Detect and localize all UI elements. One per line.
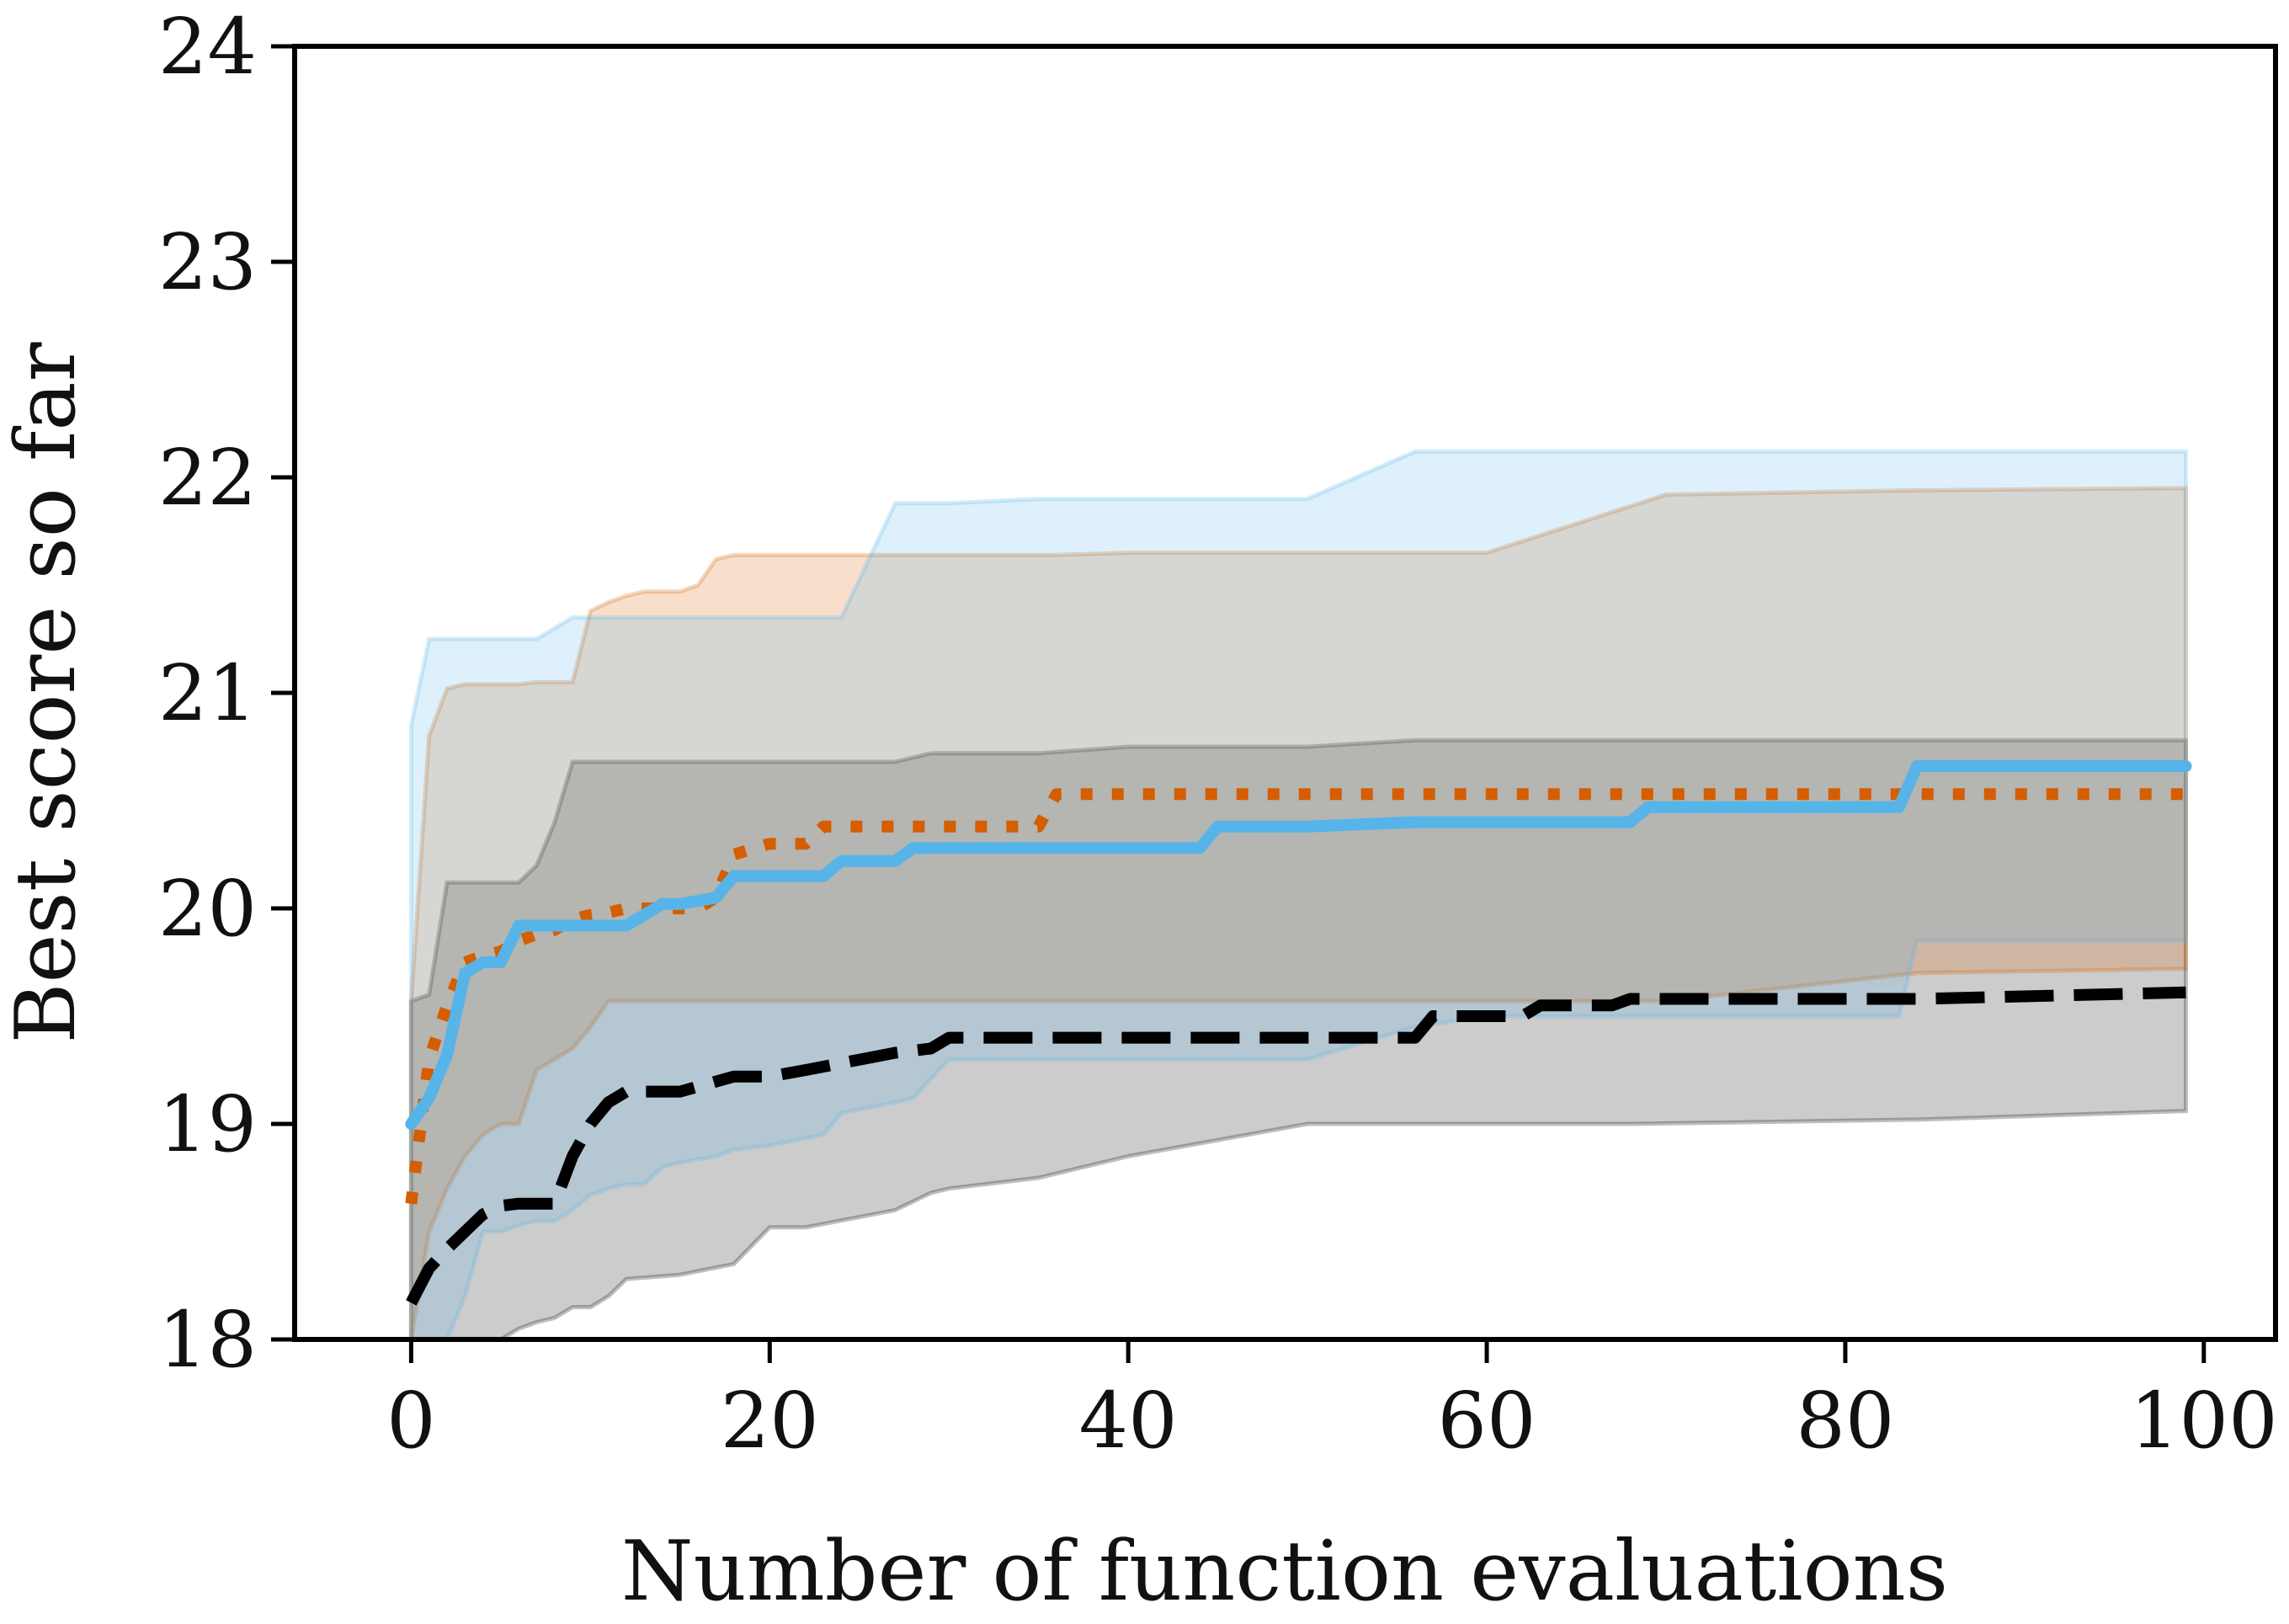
x-axis-label: Number of function evaluations	[621, 1524, 1948, 1620]
blue-confidence-band	[408, 449, 2188, 1339]
y-axis-label: Best score so far	[0, 342, 94, 1043]
blue-series-line	[405, 760, 2192, 1130]
x-tick-label: 0	[386, 1376, 436, 1466]
y-tick-label: 24	[158, 2, 257, 92]
series-lines	[405, 760, 2192, 1306]
y-axis-ticks: 18 19 20 21 22 23 24	[158, 2, 295, 1385]
x-tick-label: 20	[721, 1376, 819, 1466]
y-tick-label: 18	[158, 1295, 257, 1385]
y-tick-label: 21	[158, 648, 257, 738]
orange-confidence-band	[408, 486, 2188, 1339]
x-tick-label: 100	[2130, 1376, 2278, 1466]
y-tick-label: 19	[158, 1079, 257, 1169]
y-tick-label: 20	[158, 864, 257, 954]
x-tick-label: 80	[1796, 1376, 1894, 1466]
confidence-bands	[408, 449, 2188, 1339]
x-axis-ticks: 0 20 40 60 80 100	[386, 1339, 2278, 1466]
y-tick-label: 23	[158, 217, 257, 307]
y-tick-label: 22	[158, 433, 257, 523]
x-tick-label: 60	[1438, 1376, 1536, 1466]
x-tick-label: 40	[1079, 1376, 1178, 1466]
